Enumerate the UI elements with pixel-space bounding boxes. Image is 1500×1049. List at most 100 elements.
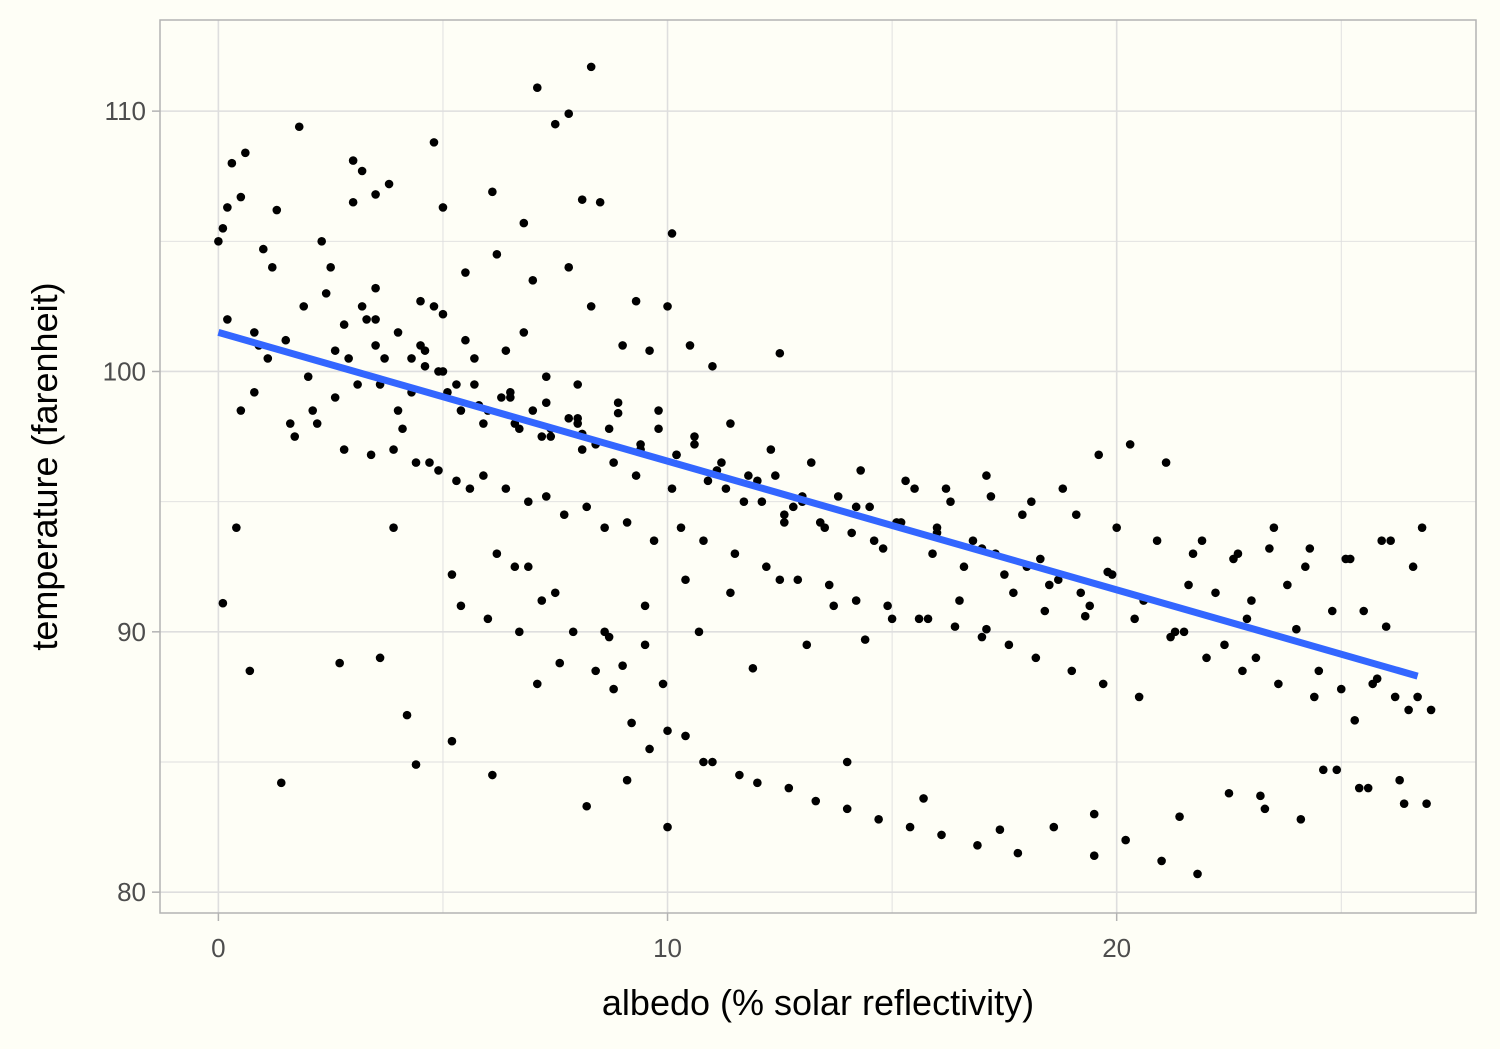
data-point [955, 596, 964, 605]
data-point [977, 632, 987, 642]
data-point [622, 775, 632, 785]
data-point [928, 549, 937, 559]
data-point [272, 205, 282, 215]
data-point [793, 575, 803, 585]
data-point [501, 346, 511, 355]
data-point [528, 406, 538, 415]
data-point [1422, 799, 1431, 808]
data-point [622, 518, 632, 527]
data-point [1045, 580, 1054, 590]
data-point [613, 398, 623, 408]
data-point [788, 502, 798, 512]
data-point [1193, 869, 1202, 879]
data-point [640, 640, 650, 650]
data-point [968, 536, 978, 545]
data-point [1395, 775, 1404, 785]
data-point [717, 458, 726, 467]
data-point [627, 718, 636, 728]
data-point [1314, 666, 1324, 676]
data-point [470, 354, 479, 363]
data-point [708, 361, 717, 371]
data-point [1089, 851, 1099, 861]
data-point [690, 432, 699, 441]
data-point [721, 484, 731, 493]
data-point [241, 148, 250, 158]
data-point [1076, 588, 1086, 598]
data-point [1256, 791, 1265, 801]
data-point [811, 796, 821, 806]
data-point [1071, 510, 1081, 519]
data-point [586, 302, 596, 311]
data-point [506, 388, 515, 397]
data-point [1318, 765, 1328, 775]
data-point [461, 335, 470, 345]
data-point [1058, 484, 1068, 493]
data-point [1296, 814, 1306, 824]
data-point [1292, 624, 1301, 634]
data-point [438, 203, 448, 212]
data-point [541, 492, 551, 501]
data-point [1175, 812, 1184, 821]
y-tick-label: 80 [117, 877, 146, 907]
data-point [1089, 809, 1099, 819]
data-point [640, 601, 650, 611]
y-tick-label: 90 [117, 617, 146, 647]
data-point [609, 684, 618, 694]
data-point [438, 367, 448, 376]
y-axis-title: temperature (farenheit) [24, 282, 65, 650]
data-point [1027, 497, 1036, 506]
data-point [398, 424, 407, 434]
data-points [214, 62, 1436, 879]
data-point [532, 83, 542, 92]
data-point [564, 109, 574, 119]
data-point [429, 138, 439, 147]
data-point [1336, 684, 1346, 694]
data-point [730, 549, 740, 559]
data-point [609, 458, 618, 467]
data-point [1112, 523, 1121, 532]
data-point [245, 666, 255, 676]
data-point [699, 757, 708, 767]
data-point [1000, 570, 1009, 579]
data-point [411, 760, 421, 769]
data-point [573, 380, 583, 389]
data-point [1170, 627, 1180, 637]
data-point [1049, 822, 1059, 832]
panel-border [159, 19, 1477, 914]
data-point [959, 562, 969, 572]
data-point [1094, 450, 1104, 460]
data-point [1408, 562, 1418, 572]
data-point [1184, 580, 1193, 590]
data-point [515, 424, 524, 434]
data-point [995, 825, 1005, 834]
data-point [874, 814, 883, 824]
data-point [726, 419, 735, 428]
data-point [519, 218, 529, 228]
data-point [851, 502, 861, 512]
data-point [703, 476, 713, 486]
data-point [339, 320, 349, 329]
data-point [757, 497, 767, 506]
data-point [613, 408, 623, 418]
data-point [550, 588, 560, 598]
data-point [532, 679, 542, 689]
data-point [492, 549, 502, 559]
data-point [236, 192, 246, 202]
data-point [649, 536, 659, 545]
data-point [667, 484, 677, 493]
data-point [515, 627, 524, 637]
data-point [1161, 458, 1171, 467]
data-point [465, 484, 475, 493]
data-point [236, 406, 246, 415]
data-point [986, 492, 996, 501]
data-point [429, 302, 439, 311]
data-point [393, 406, 403, 415]
data-point [281, 335, 291, 345]
data-point [1368, 679, 1377, 689]
data-point [582, 502, 591, 512]
data-point [461, 268, 470, 277]
data-point [303, 372, 313, 381]
data-point [393, 328, 403, 337]
data-point [748, 663, 758, 673]
data-point [488, 187, 497, 197]
